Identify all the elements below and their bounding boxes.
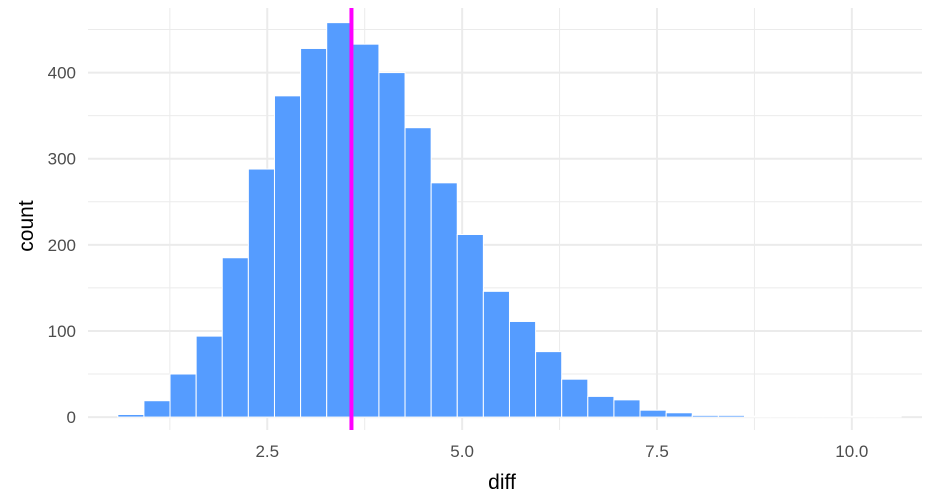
y-tick-label: 300 [48, 150, 76, 169]
y-tick-label: 200 [48, 236, 76, 255]
x-tick-label: 10.0 [835, 442, 868, 461]
histogram-bar [508, 320, 537, 418]
histogram-bar [691, 414, 719, 418]
histogram-bar [404, 127, 432, 418]
histogram-bar [117, 413, 145, 418]
histogram-bar [796, 415, 824, 418]
y-tick-label: 100 [48, 322, 76, 341]
histogram-bar [143, 400, 171, 418]
histogram-bar [717, 414, 745, 418]
histogram-bar [743, 415, 772, 418]
histogram-bar [430, 182, 458, 418]
histogram-bar [482, 290, 510, 418]
y-tick-label: 0 [67, 408, 76, 427]
histogram-bar [169, 373, 197, 418]
histogram-bar [273, 95, 302, 418]
x-axis-title: diff [488, 471, 516, 494]
histogram-bar [822, 415, 850, 418]
histogram-bar [378, 72, 406, 418]
histogram-bar [587, 395, 615, 418]
histogram-bar [848, 415, 876, 418]
x-axis-ticks: 2.5 5.0 7.5 10.0 [255, 442, 868, 461]
histogram-bar [770, 415, 798, 418]
histogram-bar [665, 412, 693, 418]
histogram-bar [613, 399, 641, 418]
histogram-bar [456, 234, 484, 418]
histogram-bar [874, 415, 902, 418]
y-tick-label: 400 [48, 64, 76, 83]
histogram-bar [221, 257, 249, 418]
histogram-bar [352, 43, 380, 418]
histogram-bar [639, 409, 667, 418]
histogram-bar [326, 22, 354, 418]
histogram-bar [247, 168, 275, 418]
x-tick-label: 2.5 [255, 442, 279, 461]
x-tick-label: 5.0 [450, 442, 474, 461]
histogram-bar [300, 47, 328, 418]
histogram-bar [535, 351, 563, 418]
histogram-bars [117, 22, 902, 418]
x-tick-label: 7.5 [645, 442, 669, 461]
y-axis-title: count [15, 200, 38, 252]
histogram-bar [561, 378, 589, 418]
y-axis-ticks: 0 100 200 300 400 [48, 64, 76, 427]
histogram-bar [195, 335, 223, 418]
